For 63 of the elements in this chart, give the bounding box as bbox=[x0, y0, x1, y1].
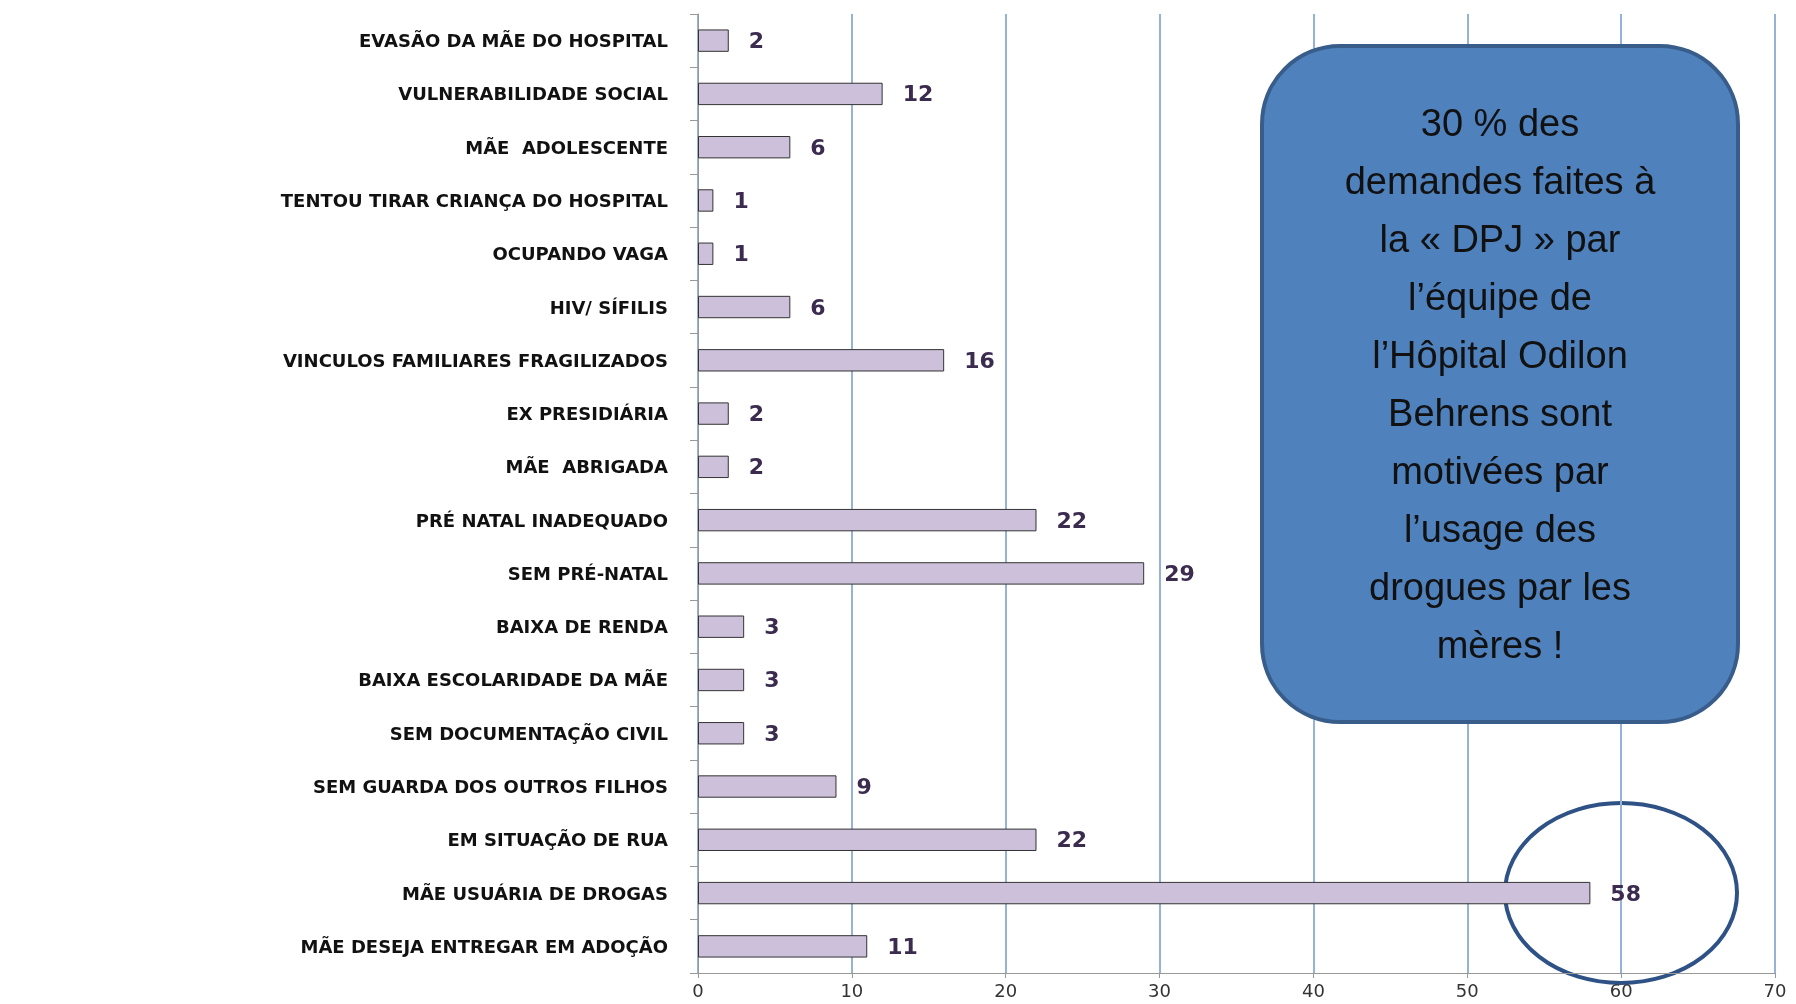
bar bbox=[698, 295, 791, 319]
x-tick-label: 0 bbox=[692, 979, 704, 1001]
bar bbox=[698, 242, 714, 265]
y-tick-label: SEM DOCUMENTAÇÃO CIVIL bbox=[389, 721, 668, 744]
y-tick-label: EX PRESIDIÁRIA bbox=[506, 403, 669, 425]
bar bbox=[698, 189, 714, 212]
bar bbox=[698, 455, 729, 479]
bar bbox=[698, 29, 729, 52]
y-tick-label: EM SITUAÇÃO DE RUA bbox=[447, 828, 669, 851]
bar bbox=[698, 775, 837, 798]
bar bbox=[698, 722, 745, 745]
x-tick-label: 30 bbox=[1148, 979, 1172, 1001]
data-label: 16 bbox=[964, 347, 995, 373]
data-label: 12 bbox=[902, 81, 934, 107]
bar bbox=[698, 935, 868, 958]
bar bbox=[698, 82, 883, 106]
data-label: 22 bbox=[1056, 507, 1088, 533]
callout-box: 30 % des demandes faites à la « DPJ » par l’équipe de l’Hôpital Odilon Behrens sont motivées par l’usage des drogues par les mères ! bbox=[1260, 44, 1740, 724]
y-tick-label: BAIXA ESCOLARIDADE DA MÃE bbox=[358, 668, 668, 691]
x-tick-label: 50 bbox=[1455, 979, 1479, 1001]
x-tick-label: 70 bbox=[1763, 979, 1787, 1001]
y-tick-label: PRÉ NATAL INADEQUADO bbox=[415, 509, 668, 531]
x-tick-label: 20 bbox=[994, 979, 1018, 1001]
bar bbox=[698, 615, 745, 638]
y-tick-label: MÃE ABRIGADA bbox=[505, 455, 669, 478]
y-tick-label: VINCULOS FAMILIARES FRAGILIZADOS bbox=[282, 349, 668, 371]
data-label: 2 bbox=[748, 454, 765, 480]
bar bbox=[698, 508, 1037, 532]
data-label: 6 bbox=[810, 134, 826, 160]
y-tick-label: MÃE USUÁRIA DE DROGAS bbox=[401, 881, 668, 904]
y-tick-label: HIV/ SÍFILIS bbox=[549, 296, 668, 318]
y-tick-label: EVASÃO DA MÃE DO HOSPITAL bbox=[359, 29, 668, 52]
y-tick-label: SEM PRÉ-NATAL bbox=[507, 562, 668, 584]
data-label: 11 bbox=[887, 933, 918, 959]
data-label: 3 bbox=[764, 720, 780, 746]
data-label: 3 bbox=[764, 667, 780, 693]
bar bbox=[698, 349, 945, 372]
data-label: 2 bbox=[748, 28, 765, 54]
bar bbox=[698, 136, 791, 159]
y-tick-label: BAIXA DE RENDA bbox=[495, 616, 669, 638]
y-tick-label: MÃE DESEJA ENTREGAR EM ADOÇÃO bbox=[300, 934, 668, 957]
bar bbox=[698, 828, 1037, 851]
y-tick-label: SEM GUARDA DOS OUTROS FILHOS bbox=[312, 776, 668, 798]
y-tick-label: VULNERABILIDADE SOCIAL bbox=[398, 83, 668, 105]
data-label: 2 bbox=[748, 401, 765, 427]
data-label: 3 bbox=[764, 614, 780, 640]
data-label: 6 bbox=[810, 294, 826, 320]
y-tick-label: TENTOU TIRAR CRIANÇA DO HOSPITAL bbox=[280, 189, 668, 211]
data-label: 1 bbox=[733, 187, 749, 213]
data-label: 29 bbox=[1164, 560, 1195, 586]
data-label: 22 bbox=[1056, 827, 1088, 853]
bar bbox=[698, 562, 1145, 585]
x-tick-label: 60 bbox=[1609, 979, 1633, 1001]
x-tick-label: 10 bbox=[840, 979, 864, 1001]
x-tick-label: 40 bbox=[1301, 979, 1325, 1001]
data-label: 9 bbox=[856, 774, 872, 800]
data-label: 1 bbox=[733, 241, 749, 267]
y-tick-label: OCUPANDO VAGA bbox=[492, 243, 669, 265]
bar bbox=[698, 881, 1591, 905]
y-tick-label: MÃE ADOLESCENTE bbox=[465, 135, 668, 158]
bar bbox=[698, 402, 729, 425]
data-label: 58 bbox=[1610, 880, 1641, 906]
bar bbox=[698, 668, 745, 692]
